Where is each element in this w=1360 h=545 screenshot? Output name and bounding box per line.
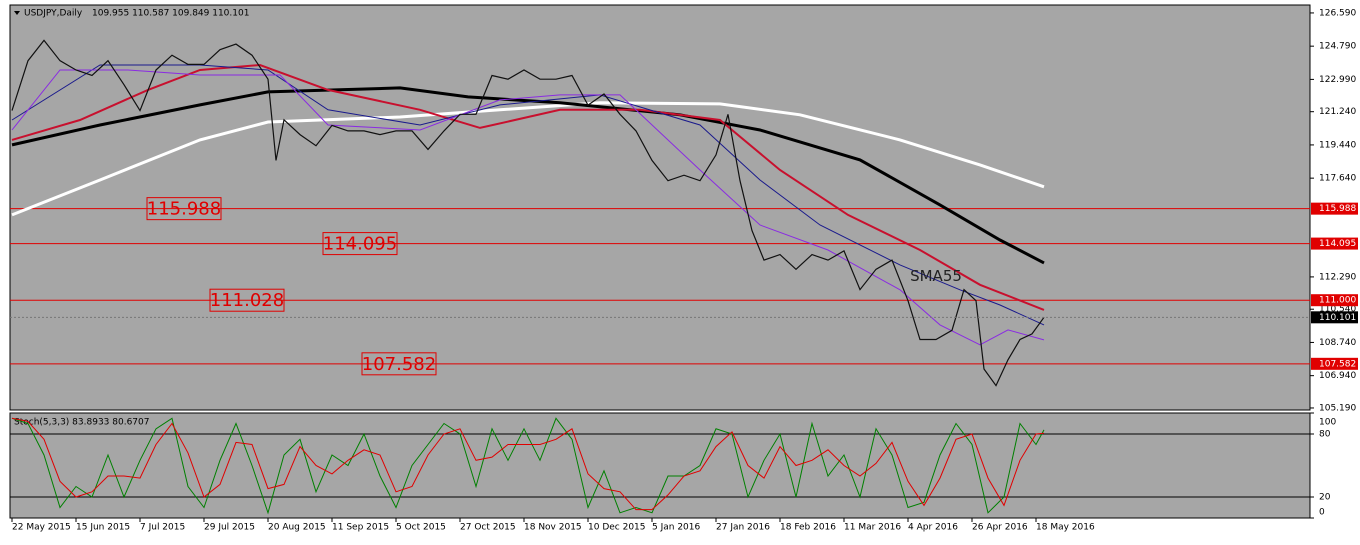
x-tick-label: 11 Sep 2015 <box>332 523 389 533</box>
x-tick-label: 10 Dec 2015 <box>588 523 646 533</box>
y-tick-label: 119.440 <box>1319 140 1356 150</box>
x-tick-label: 5 Oct 2015 <box>396 523 446 533</box>
level-axis-box <box>1311 294 1358 307</box>
y-tick-label: 110.540 <box>1319 305 1356 315</box>
menu-arrow[interactable] <box>14 11 20 15</box>
level-label: 114.095 <box>323 234 397 255</box>
level-axis-box <box>1311 202 1358 215</box>
stoch-tick-label: 80 <box>1319 430 1331 440</box>
x-tick-label: 15 Jun 2015 <box>76 523 130 533</box>
x-tick-label: 7 Jul 2015 <box>140 523 185 533</box>
series-line <box>11 417 1045 511</box>
x-tick-label: 11 Mar 2016 <box>844 523 901 533</box>
y-tick-label: 121.240 <box>1319 107 1356 117</box>
x-tick-label: 27 Oct 2015 <box>460 523 516 533</box>
y-tick-label: 122.990 <box>1319 75 1356 85</box>
series-line <box>11 69 1045 346</box>
level-box <box>209 288 285 312</box>
level-axis-label: 107.582 <box>1319 359 1356 369</box>
y-tick-label: 126.590 <box>1319 8 1356 18</box>
x-tick-label: 5 Jan 2016 <box>652 523 700 533</box>
x-tick-label: 18 Nov 2015 <box>524 523 582 533</box>
level-label: 107.582 <box>362 354 436 375</box>
level-label: 115.988 <box>147 199 221 220</box>
level-axis-label: 115.988 <box>1319 204 1356 214</box>
annotation: SMA55 <box>910 267 962 285</box>
level-box <box>322 232 398 256</box>
series-line <box>11 63 1045 311</box>
x-tick-label: 18 May 2016 <box>1036 523 1095 533</box>
x-tick-label: 20 Aug 2015 <box>268 523 326 533</box>
series-line <box>11 101 1045 217</box>
level-label: 111.028 <box>210 290 284 311</box>
y-tick-label: 112.290 <box>1319 272 1356 282</box>
series-line <box>11 39 1045 387</box>
stoch-tick-label: 0 <box>1319 508 1325 518</box>
level-box <box>361 352 437 376</box>
last-price-label: 110.101 <box>1319 313 1356 323</box>
y-tick-label: 124.790 <box>1319 42 1356 52</box>
price-panel <box>9 4 1311 411</box>
stoch-tick-label: 20 <box>1319 493 1331 503</box>
x-tick-label: 29 Jul 2015 <box>204 523 255 533</box>
x-tick-label: 4 Apr 2016 <box>908 523 958 533</box>
ohlc: 109.955 110.587 109.849 110.101 <box>92 9 249 19</box>
x-tick-label: 27 Jan 2016 <box>716 523 770 533</box>
x-tick-label: 18 Feb 2016 <box>780 523 836 533</box>
x-tick-label: 26 Apr 2016 <box>972 523 1028 533</box>
stoch-tick-label: 100 <box>1319 418 1336 428</box>
level-axis-label: 114.095 <box>1319 239 1356 249</box>
y-tick-label: 106.940 <box>1319 371 1356 381</box>
level-box <box>146 197 222 221</box>
x-tick-label: 22 May 2015 <box>12 523 71 533</box>
stoch-title: Stoch(5,3,3) 83.8933 80.6707 <box>14 418 149 428</box>
y-tick-label: 108.740 <box>1319 338 1356 348</box>
symbol-title: USDJPY,Daily <box>24 9 83 19</box>
level-axis-box <box>1311 357 1358 370</box>
y-tick-label: 105.190 <box>1319 403 1356 413</box>
level-axis-box <box>1311 237 1358 250</box>
last-price-box <box>1311 311 1358 324</box>
series-line <box>11 86 1045 265</box>
level-axis-label: 111.000 <box>1319 296 1356 306</box>
y-tick-label: 117.640 <box>1319 174 1356 184</box>
